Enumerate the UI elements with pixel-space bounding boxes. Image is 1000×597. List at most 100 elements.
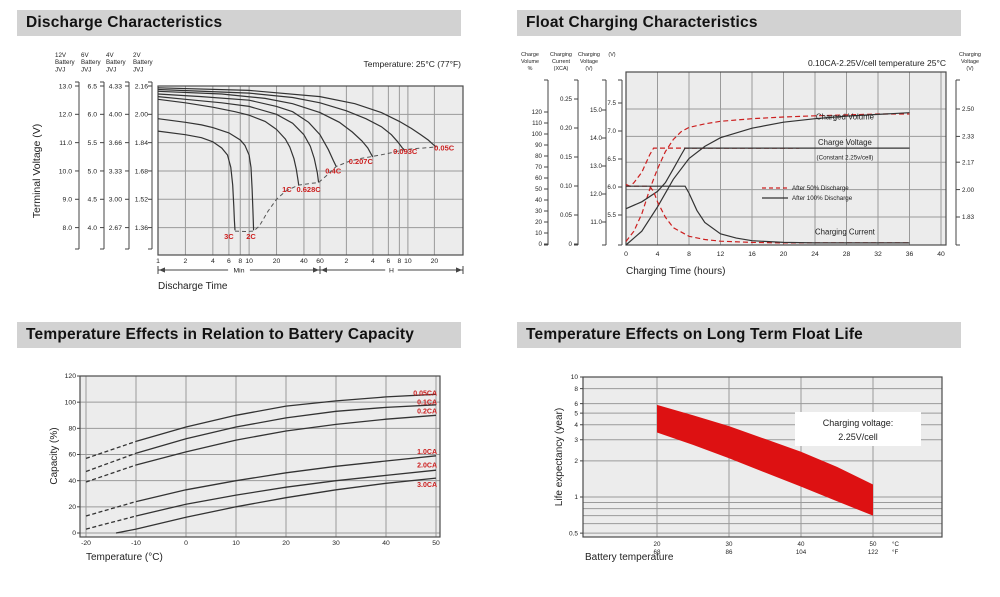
chart-text: 4.33 bbox=[109, 83, 122, 90]
chart-text: 16 bbox=[748, 251, 756, 258]
chart-text: 0.20 bbox=[560, 125, 573, 132]
chart-text: 90 bbox=[535, 142, 542, 149]
chart-text: 2.00 bbox=[962, 187, 975, 194]
chart-text: Current bbox=[552, 59, 570, 65]
chart-text: 10 bbox=[535, 230, 542, 237]
chart-curve bbox=[625, 147, 800, 187]
chart-text: 0 bbox=[539, 241, 543, 248]
chart-text: 3.66 bbox=[109, 140, 122, 147]
chart-text: Battery bbox=[55, 59, 76, 66]
chart-text: 9.0 bbox=[63, 197, 73, 204]
chart-text: 3.00 bbox=[109, 197, 122, 204]
chart-text: 0 bbox=[569, 241, 573, 248]
chart-text: 2V bbox=[133, 52, 141, 59]
chart-curve bbox=[157, 130, 236, 231]
chart-text: 0.5 bbox=[569, 530, 578, 537]
chart-text: (V) bbox=[966, 66, 973, 72]
chart-text: Battery bbox=[106, 59, 127, 66]
chart-text: 20 bbox=[654, 541, 661, 548]
temperature-capacity-chart: 0 20 40 60 80 100 120 -20 -10 0 10 20 30 40 50 Capacity… bbox=[49, 373, 441, 563]
chart-curve bbox=[135, 455, 437, 503]
chart-text: 12 bbox=[717, 251, 725, 258]
chart-text: 20 bbox=[535, 219, 542, 226]
chart-text: 3.33 bbox=[109, 168, 122, 175]
chart-text: 70 bbox=[535, 164, 542, 171]
chart-text: 6.5 bbox=[607, 156, 616, 163]
chart-curve bbox=[157, 118, 255, 231]
chart-curve bbox=[135, 393, 437, 443]
chart-text: 12V bbox=[55, 52, 67, 59]
chart-text: Capacity (%) bbox=[49, 427, 60, 484]
chart-text: 40 bbox=[798, 541, 805, 548]
chart-text: 0.4C bbox=[325, 167, 341, 176]
chart-text: 2.33 bbox=[962, 134, 975, 141]
chart-text: 80 bbox=[535, 153, 542, 160]
chart-text: 110 bbox=[532, 120, 542, 127]
chart-text: 13.0 bbox=[59, 83, 72, 90]
chart-curve bbox=[85, 464, 137, 483]
chart-text: 4V bbox=[106, 52, 114, 59]
chart-text: 20 bbox=[273, 258, 281, 265]
chart-text: 100 bbox=[65, 399, 77, 406]
chart-curve bbox=[456, 267, 462, 273]
chart-text: 5.5 bbox=[607, 212, 616, 219]
chart-curve bbox=[115, 477, 437, 534]
chart-text: 122 bbox=[868, 549, 879, 556]
chart-text: 1.83 bbox=[962, 214, 975, 221]
chart-curve bbox=[157, 90, 374, 158]
chart-text: 20 bbox=[780, 251, 788, 258]
chart-text: 40 bbox=[937, 251, 945, 258]
chart-text: 14.0 bbox=[590, 135, 603, 142]
chart-text: 1.52 bbox=[135, 197, 148, 204]
chart-rect bbox=[385, 265, 398, 275]
chart-text: 1 bbox=[574, 494, 578, 501]
section-title-temperature-capacity: Temperature Effects in Relation to Batte… bbox=[17, 322, 461, 348]
chart-text: JVJ bbox=[106, 66, 116, 73]
chart-curve bbox=[85, 440, 137, 460]
chart-curve bbox=[157, 93, 337, 167]
chart-text: 30 bbox=[332, 540, 340, 547]
chart-text: 1 bbox=[156, 258, 160, 265]
chart-text: 4 bbox=[211, 258, 215, 265]
chart-text: 10 bbox=[232, 540, 240, 547]
panel-float-life: Temperature Effects on Long Term Float L… bbox=[500, 298, 1000, 597]
chart-text: 104 bbox=[796, 549, 807, 556]
chart-text: (V) bbox=[608, 52, 615, 58]
chart-rect bbox=[795, 412, 921, 446]
chart-text: 0.628C bbox=[297, 185, 322, 194]
chart-text: (XCA) bbox=[554, 66, 569, 72]
chart-text: Charge Voltage bbox=[818, 138, 872, 147]
chart-text: 0.093C bbox=[393, 147, 418, 156]
section-title-float-life: Temperature Effects on Long Term Float L… bbox=[517, 322, 961, 348]
chart-rect bbox=[626, 72, 946, 245]
chart-text: Battery temperature bbox=[585, 552, 674, 563]
chart-text: 86 bbox=[726, 549, 733, 556]
chart-text: 60 bbox=[68, 452, 76, 459]
chart-text: 120 bbox=[65, 373, 77, 380]
chart-text: -10 bbox=[131, 540, 141, 547]
chart-text: Terminal Voltage (V) bbox=[31, 124, 43, 219]
chart-text: 4.0 bbox=[88, 225, 98, 232]
chart-text: 36 bbox=[906, 251, 914, 258]
chart-text: 5.5 bbox=[88, 140, 98, 147]
chart-text: 0.05 bbox=[560, 212, 573, 219]
chart-text: 2.50 bbox=[962, 106, 975, 113]
chart-text: Charged Volume bbox=[816, 113, 874, 122]
chart-text: 4 bbox=[371, 258, 375, 265]
chart-text: 4 bbox=[656, 251, 660, 258]
chart-curve bbox=[85, 452, 137, 473]
chart-text: 0.10CA-2.25V/cell temperature 25°C bbox=[808, 58, 946, 68]
chart-text: JVJ bbox=[133, 66, 143, 73]
chart-text: 40 bbox=[68, 478, 76, 485]
chart-text: 0.15 bbox=[560, 154, 573, 161]
chart-text: 20 bbox=[431, 258, 439, 265]
chart-text: Battery bbox=[133, 59, 154, 66]
chart-text: Battery bbox=[81, 59, 102, 66]
chart-text: 40 bbox=[382, 540, 390, 547]
chart-curve bbox=[157, 96, 320, 183]
chart-text: (Constant 2.25v/cell) bbox=[817, 154, 874, 161]
chart-text: 7.0 bbox=[607, 128, 616, 135]
chart-curve bbox=[85, 500, 137, 517]
chart-curve bbox=[157, 88, 405, 151]
